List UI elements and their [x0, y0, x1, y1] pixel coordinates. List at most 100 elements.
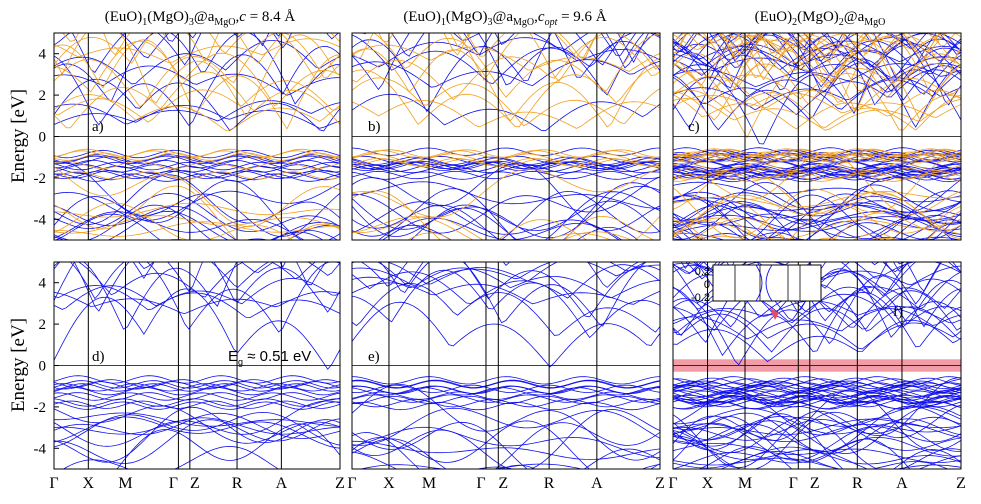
band-line [54, 33, 340, 80]
band-line [352, 33, 657, 113]
panel-frame [672, 32, 962, 241]
band-line [54, 406, 340, 463]
band-line [673, 89, 961, 131]
band-line [54, 392, 340, 401]
column-title-1: (EuO)1(MgO)3@aMgO,c = 8.4 Å [105, 9, 296, 28]
band-line [352, 283, 660, 336]
band-line [673, 62, 961, 131]
band-line [673, 153, 961, 163]
band-line [54, 39, 340, 130]
band-line [73, 262, 286, 312]
band-line [352, 158, 660, 168]
band-line [352, 379, 660, 388]
band-line [673, 204, 911, 240]
y-tick-label: 2 [39, 317, 47, 333]
band-line [352, 301, 660, 368]
band-line [673, 33, 956, 79]
panel-frame [351, 261, 661, 470]
band-line [352, 422, 660, 469]
band-line [673, 405, 961, 452]
inset-tick-label: 0 [704, 279, 710, 291]
band-line [54, 202, 340, 218]
band-line [673, 33, 961, 101]
band-line [673, 33, 961, 92]
band-line [906, 262, 943, 293]
band-line [352, 181, 660, 209]
band-line [673, 319, 961, 363]
band-line [600, 33, 637, 56]
k-point-label: R [544, 475, 555, 492]
band-line [352, 163, 660, 231]
band-line [673, 423, 961, 442]
band-line [673, 390, 961, 399]
band-line [352, 376, 660, 385]
k-point-label: X [702, 475, 714, 492]
k-point-label: Γ [789, 475, 798, 492]
band-line [390, 33, 645, 96]
band-line [673, 43, 961, 79]
band-line [698, 233, 907, 240]
band-line [673, 376, 961, 385]
band-line [673, 182, 954, 240]
k-point-label: A [896, 475, 908, 492]
band-line [352, 267, 660, 299]
band-line [446, 239, 636, 240]
band-line [673, 221, 961, 240]
band-line [352, 398, 660, 408]
band-line [54, 183, 340, 221]
band-line [352, 147, 660, 156]
panel-a: 4 2 0 -2 -4 a) [34, 32, 341, 241]
panel-label: d) [92, 349, 105, 365]
band-line [673, 279, 961, 357]
band-line [673, 389, 961, 451]
band-line [673, 194, 961, 240]
band-line [673, 214, 961, 240]
band-line [379, 262, 647, 327]
band-lines [54, 262, 340, 469]
band-line [352, 191, 660, 240]
band-line [352, 157, 660, 167]
band-line [352, 262, 660, 288]
band-line [673, 436, 961, 469]
band-line [703, 262, 910, 272]
panel-label: a) [92, 119, 104, 135]
band-line [54, 400, 340, 409]
band-line [673, 191, 961, 235]
band-lines [352, 33, 660, 240]
band-line [673, 416, 911, 469]
band-line [673, 412, 961, 455]
k-point-label: X [83, 475, 95, 492]
panel-b: b) [351, 32, 661, 241]
band-line [54, 33, 340, 118]
band-line [352, 185, 660, 239]
band-line [54, 149, 340, 159]
k-point-label: R [852, 475, 863, 492]
band-line [673, 152, 961, 215]
band-line [360, 262, 660, 318]
band-line [381, 217, 623, 240]
band-line [702, 33, 941, 89]
band-lines [673, 262, 961, 469]
band-line [116, 423, 340, 469]
y-tick-label: 4 [39, 276, 47, 292]
inset-tick-label: -0.2 [691, 292, 710, 304]
band-line [77, 262, 316, 298]
band-line [54, 33, 340, 105]
band-line [673, 378, 961, 387]
band-line [673, 33, 961, 128]
k-point-label: Γ [668, 475, 677, 492]
band-line [352, 77, 660, 127]
band-line [54, 383, 340, 392]
inset-pointer-arrow [770, 308, 779, 320]
band-line [352, 156, 660, 166]
band-line [54, 45, 340, 127]
band-line [410, 200, 660, 240]
band-line [673, 89, 961, 130]
band-line [54, 104, 340, 129]
band-line [352, 395, 660, 405]
band-line [673, 175, 961, 225]
band-line [54, 179, 340, 240]
band-line [673, 45, 961, 72]
band-line [673, 274, 961, 348]
